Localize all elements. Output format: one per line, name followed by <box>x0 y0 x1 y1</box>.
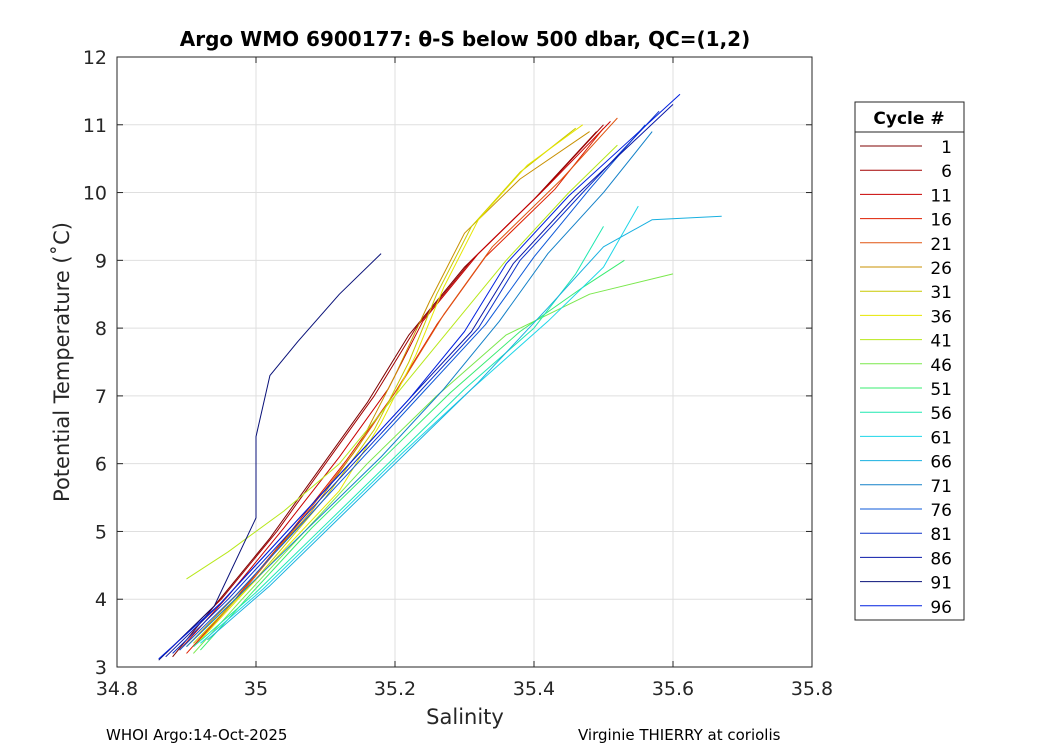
legend-label-51: 51 <box>930 380 952 400</box>
x-axis-label: Salinity <box>426 705 504 729</box>
y-tick-label: 8 <box>95 318 107 340</box>
y-axis-label: Potential Temperature (˚C) <box>50 222 74 502</box>
series-line-cycle-46 <box>193 273 674 654</box>
legend-label-91: 91 <box>930 574 952 594</box>
series-line-cycle-56 <box>193 226 604 648</box>
footer-right: Virginie THIERRY at coriolis <box>578 726 781 744</box>
legend-label-81: 81 <box>930 525 952 545</box>
legend-label-66: 66 <box>930 453 952 473</box>
series-line-cycle-61 <box>200 205 639 644</box>
series-line-cycle-96 <box>158 93 681 660</box>
legend-label-76: 76 <box>930 501 952 521</box>
series-line-cycle-36 <box>200 124 583 641</box>
x-tick-label: 35.6 <box>652 678 694 700</box>
legend-label-96: 96 <box>930 598 952 618</box>
plot-frame <box>116 56 813 668</box>
x-tick-label: 35.2 <box>374 678 416 700</box>
footer-left: WHOI Argo:14-Oct-2025 <box>106 726 288 744</box>
legend-label-6: 6 <box>941 162 952 182</box>
legend-label-31: 31 <box>930 283 952 303</box>
legend-label-41: 41 <box>930 332 952 352</box>
x-tick-label: 35.8 <box>791 678 833 700</box>
y-tick-label: 3 <box>95 657 107 679</box>
legend-label-1: 1 <box>941 138 952 158</box>
series-line-cycle-71 <box>186 131 653 648</box>
x-tick-label: 35 <box>244 678 268 700</box>
plot-area <box>117 57 812 667</box>
x-tick-label: 35.4 <box>513 678 555 700</box>
legend-label-21: 21 <box>930 235 952 255</box>
legend-label-86: 86 <box>930 549 952 569</box>
x-tick-label: 34.8 <box>96 678 138 700</box>
legend-label-16: 16 <box>930 211 952 231</box>
y-tick-label: 4 <box>95 589 107 611</box>
ticks: 34.8 35 35.2 35.4 35.6 35.8 3 4 5 6 7 8 9 10 11 12 <box>83 47 833 700</box>
legend-label-56: 56 <box>930 404 952 424</box>
series-line-cycle-91 <box>158 253 382 661</box>
y-tick-label: 12 <box>83 47 107 69</box>
series-line-cycle-51 <box>200 259 625 651</box>
legend-label-36: 36 <box>930 307 952 327</box>
series-group <box>158 93 722 661</box>
legend-label-26: 26 <box>930 259 952 279</box>
series-line-cycle-81 <box>172 110 660 654</box>
series-line-cycle-66 <box>207 215 722 641</box>
y-tick-label: 6 <box>95 454 107 476</box>
legend-label-61: 61 <box>930 428 952 448</box>
y-tick-label: 11 <box>83 115 107 137</box>
series-line-cycle-76 <box>179 124 646 651</box>
y-tick-label: 9 <box>95 250 107 272</box>
legend: Cycle # 16111621263136414651566166717681… <box>854 101 965 621</box>
y-tick-label: 5 <box>95 521 107 543</box>
y-tick-label: 7 <box>95 386 107 408</box>
y-tick-label: 10 <box>83 183 107 205</box>
legend-title: Cycle # <box>873 109 944 129</box>
legend-label-46: 46 <box>930 356 952 376</box>
series-line-cycle-31 <box>193 127 577 644</box>
chart-title: Argo WMO 6900177: θ-S below 500 dbar, QC… <box>180 27 750 51</box>
legend-label-11: 11 <box>930 186 952 206</box>
legend-label-71: 71 <box>930 477 952 497</box>
